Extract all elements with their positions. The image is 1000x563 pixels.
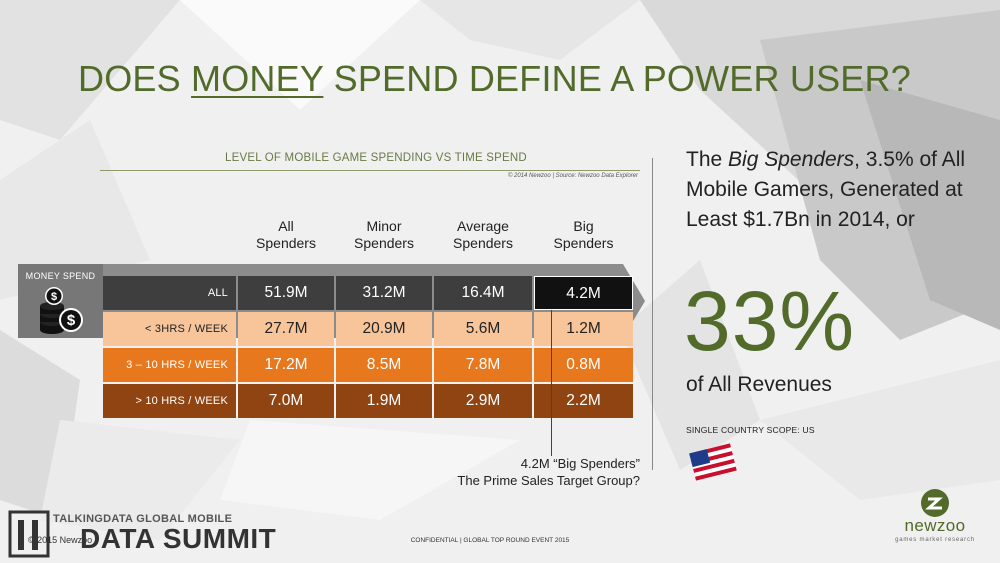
table-row: ALL 51.9M 31.2M 16.4M 4.2M [103,276,640,310]
table-cell: 1.2M [534,312,633,346]
table-row: < 3HRS / WEEK 27.7M 20.9M 5.6M 1.2M [103,312,640,346]
column-header-line2: Spenders [354,235,414,251]
row-label: > 10 HRS / WEEK [103,384,236,418]
column-header: Average Spenders [433,218,533,252]
table-cell: 2.2M [534,384,633,418]
column-header-line2: Spenders [453,235,513,251]
column-header: Big Spenders [534,218,634,252]
table-cell: 2.9M [434,384,532,418]
table-row: > 10 HRS / WEEK 7.0M 1.9M 2.9M 2.2M [103,384,640,418]
table-cell: 7.0M [238,384,334,418]
summit-title: DATA SUMMIT [80,523,277,554]
svg-text:$: $ [51,291,57,303]
table-cell: 31.2M [336,276,432,310]
table-cell: 8.5M [336,348,432,382]
table-cell: 5.6M [434,312,532,346]
table-cell: 51.9M [238,276,334,310]
money-spend-box: MONEY SPEND $ $ [18,264,103,338]
newzoo-wordmark: newzoo [904,516,966,535]
table-cell: 1.9M [336,384,432,418]
table-cell: 16.4M [434,276,532,310]
table-cell: 0.8M [534,348,633,382]
table-cell: 27.7M [238,312,334,346]
callout-annotation: 4.2M “Big Spenders” The Prime Sales Targ… [395,455,640,489]
statement-post: , 3.5% of All Mobile Gamers, Generated a… [686,148,966,231]
section-divider [652,158,653,470]
newzoo-tagline: games market research [895,537,975,543]
table-row: 3 – 10 HRS / WEEK 17.2M 8.5M 7.8M 0.8M [103,348,640,382]
title-emphasis: MONEY [191,58,324,99]
big-spenders-statement: The Big Spenders, 3.5% of All Mobile Gam… [686,145,991,235]
title-divider [100,170,640,171]
column-header-line1: Average [457,218,509,234]
row-label: 3 – 10 HRS / WEEK [103,348,236,382]
column-header: Minor Spenders [334,218,434,252]
scope-note: SINGLE COUNTRY SCOPE: US [686,425,815,435]
coins-dollar-icon: $ $ [40,287,83,334]
column-header-line1: Big [573,218,594,234]
column-header-line2: Spenders [553,235,614,251]
money-spend-label: MONEY SPEND [25,271,96,281]
copyright-text: © 2015 Newzoo [28,535,93,545]
column-header-line1: Minor [366,218,402,234]
callout-line1: 4.2M “Big Spenders” [520,456,640,471]
talkingdata-logo-icon [8,510,50,558]
title-before: DOES [78,58,192,99]
column-header-line1: All [278,218,294,234]
newzoo-logo-icon [921,489,949,517]
callout-line [551,310,552,456]
callout-line2: The Prime Sales Target Group? [457,473,640,488]
title-after: SPEND DEFINE A POWER USER? [323,58,911,99]
column-header-line2: Spenders [256,235,316,251]
table-cell: 7.8M [434,348,532,382]
table-cell: 20.9M [336,312,432,346]
summit-subtitle: TALKINGDATA GLOBAL MOBILE [53,513,233,525]
row-label: ALL [103,276,236,310]
chart-title: LEVEL OF MOBILE GAME SPENDING VS TIME SP… [225,152,527,164]
confidential-footer: CONFIDENTIAL | GLOBAL TOP ROUND EVENT 20… [410,537,570,544]
statement-italic: Big Spenders [728,148,855,171]
statement-pre: The [686,148,729,171]
page-title: DOES MONEY SPEND DEFINE A POWER USER? [78,58,1000,100]
svg-text:$: $ [67,312,76,329]
column-header: All Spenders [236,218,336,252]
revenue-share-number: 33% [684,274,856,368]
source-note: © 2014 Newzoo | Source: Newzoo Data Expl… [507,173,638,179]
table-cell: 17.2M [238,348,334,382]
table-cell: 4.2M [534,276,633,310]
us-flag-icon [689,443,737,481]
revenue-share-label: of All Revenues [686,373,832,396]
row-label: < 3HRS / WEEK [103,312,236,346]
